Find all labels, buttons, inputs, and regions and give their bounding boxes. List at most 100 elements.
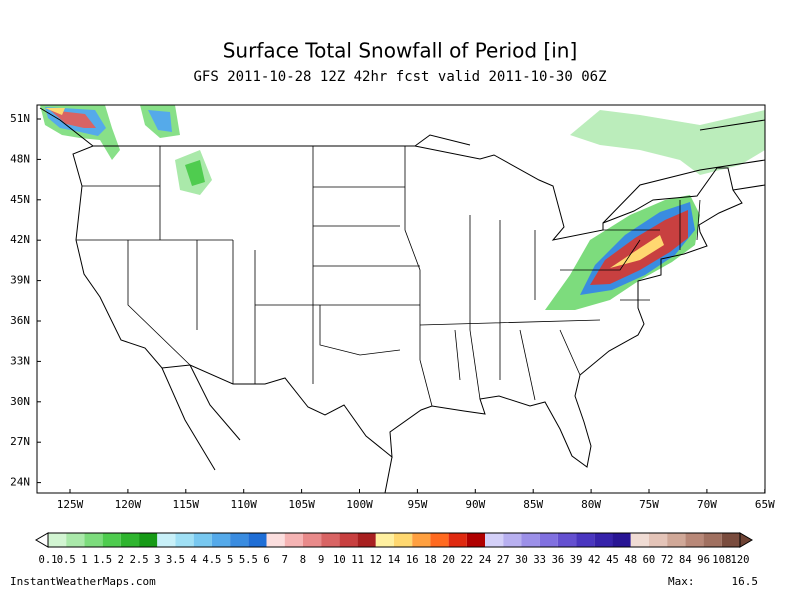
colorbar-label: 120	[731, 554, 750, 566]
colorbar-box	[667, 533, 686, 547]
lat-label: 27N	[10, 435, 30, 448]
colorbar-label: 33	[533, 554, 546, 566]
colorbar-box	[120, 533, 140, 547]
lon-label: 80W	[581, 498, 601, 511]
colorbar-label: 7	[282, 554, 288, 566]
colorbar-box	[248, 533, 267, 547]
colorbar-box	[412, 533, 431, 547]
colorbar-label: 1.5	[93, 554, 112, 566]
colorbar-label: 42	[588, 554, 601, 566]
colorbar-box	[66, 533, 85, 547]
colorbar-label: 2.5	[130, 554, 149, 566]
colorbar-label: 5.5	[239, 554, 258, 566]
colorbar-label: 3.5	[166, 554, 185, 566]
lon-label: 70W	[697, 498, 717, 511]
colorbar-label: 84	[679, 554, 692, 566]
colorbar-box	[721, 533, 740, 547]
colorbar-label: 1	[81, 554, 87, 566]
colorbar-box	[321, 533, 340, 547]
colorbar-label: 48	[624, 554, 637, 566]
colorbar-box	[466, 533, 486, 547]
colorbar-label: 16	[406, 554, 419, 566]
colorbar-box	[539, 533, 558, 547]
colorbar-label: 20	[442, 554, 455, 566]
colorbar-box	[630, 533, 649, 547]
title: Surface Total Snowfall of Period [in]	[223, 39, 578, 63]
snow-shading	[40, 105, 765, 310]
colorbar-label: 22	[461, 554, 474, 566]
colorbar-box	[485, 533, 504, 547]
colorbar-label: 4	[191, 554, 197, 566]
colorbar-box	[594, 533, 613, 547]
map-frame-bg	[37, 105, 765, 493]
lon-label: 95W	[407, 498, 427, 511]
lat-label: 48N	[10, 152, 30, 165]
colorbar-label: 36	[552, 554, 565, 566]
colorbar-label: 72	[661, 554, 674, 566]
lat-label: 39N	[10, 274, 30, 287]
colorbar-box	[576, 533, 595, 547]
lon-label: 90W	[465, 498, 485, 511]
colorbar-box	[648, 533, 668, 547]
mexico-canada	[39, 107, 766, 494]
colorbar-label: 30	[515, 554, 528, 566]
colorbar-label: 12	[369, 554, 382, 566]
colorbar-box	[302, 533, 322, 547]
lon-label: 105W	[288, 498, 315, 511]
colorbar-label: 39	[570, 554, 583, 566]
colorbar-box	[139, 533, 158, 547]
lat-label: 45N	[10, 193, 30, 206]
colorbar-label: 5	[227, 554, 233, 566]
state-lines	[76, 146, 701, 407]
lon-label: 65W	[755, 498, 775, 511]
colorbar-label: 45	[606, 554, 619, 566]
coastline	[72, 145, 743, 468]
colorbar-frame	[47, 532, 741, 548]
lon-label: 85W	[523, 498, 543, 511]
lat-label: 51N	[10, 112, 30, 125]
colorbar-box	[685, 533, 704, 547]
colorbar-label: 11	[351, 554, 364, 566]
lat-label: 33N	[10, 354, 30, 367]
lat-label: 24N	[10, 476, 30, 489]
lat-labels: 51N 48N 45N 42N 39N 36N 33N 30N 27N 24N	[10, 112, 41, 489]
colorbar-label: 96	[697, 554, 710, 566]
colorbar-label: 14	[388, 554, 401, 566]
lat-label: 36N	[10, 314, 30, 327]
lon-label: 120W	[115, 498, 142, 511]
lon-labels: 125W 120W 115W 110W 105W 100W 95W 90W 85W 80W 75W 7…	[57, 489, 775, 511]
colorbar-label: 6	[263, 554, 269, 566]
lat-label: 30N	[10, 395, 30, 408]
colorbar-label: 3	[154, 554, 160, 566]
colorbar-label: 27	[497, 554, 510, 566]
colorbar-box	[557, 533, 577, 547]
colorbar-box	[430, 533, 449, 547]
colorbar-box	[48, 533, 67, 547]
colorbar-label: 10	[333, 554, 346, 566]
lat-label: 42N	[10, 233, 30, 246]
colorbar-box	[375, 533, 394, 547]
colorbar-box	[394, 533, 413, 547]
colorbar-box	[102, 533, 121, 547]
colorbar-box	[339, 533, 358, 547]
colorbar-label: 0.5	[57, 554, 76, 566]
colorbar-label: 8	[300, 554, 306, 566]
colorbar-box	[448, 533, 467, 547]
colorbar-box	[703, 533, 722, 547]
colorbar-under	[35, 532, 49, 548]
source: InstantWeatherMaps.com	[10, 575, 156, 588]
colorbar-box	[157, 533, 176, 547]
colorbar-box	[175, 533, 194, 547]
map-frame	[36, 104, 766, 494]
colorbar-over	[739, 532, 753, 548]
colorbar-label: 60	[643, 554, 656, 566]
colorbar-box	[357, 533, 376, 547]
colorbar-label: 18	[424, 554, 437, 566]
colorbar-label: 4.5	[202, 554, 221, 566]
colorbar-box	[84, 533, 103, 547]
colorbar: 0.1 0.5 1 1.5 2 2.5 3 3.5 4 4.5 5 5.5 6 7 8 9 10 11 12 14 16…	[35, 532, 753, 566]
subtitle: GFS 2011-10-28 12Z 42hr fcst valid 2011-…	[193, 69, 606, 85]
colorbar-box	[211, 533, 231, 547]
